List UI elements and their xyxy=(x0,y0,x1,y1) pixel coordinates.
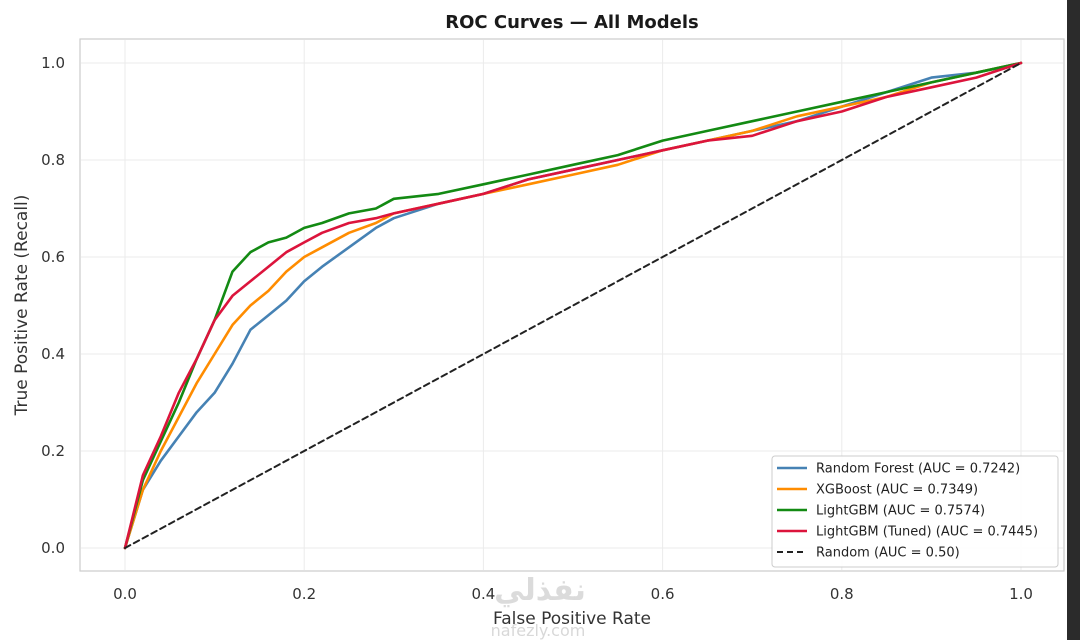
chart-title: ROC Curves — All Models xyxy=(445,12,699,33)
y-tick-labels: 0.0 0.2 0.4 0.6 0.8 1.0 xyxy=(41,54,65,557)
watermark-arabic: نفذلي xyxy=(494,573,586,608)
x-tick-label: 0.4 xyxy=(471,585,495,603)
y-tick-label: 0.4 xyxy=(41,345,65,363)
legend-label-xgboost: XGBoost (AUC = 0.7349) xyxy=(816,483,978,498)
y-tick-label: 1.0 xyxy=(41,54,65,72)
series-lines xyxy=(123,61,1023,550)
series-line-random xyxy=(124,62,1022,549)
x-tick-label: 0.2 xyxy=(292,585,316,603)
legend-label-lightgbm: LightGBM (AUC = 0.7574) xyxy=(816,504,985,519)
series-line-random-forest xyxy=(123,61,1023,550)
legend-label-lightgbm-tuned: LightGBM (Tuned) (AUC = 0.7445) xyxy=(816,525,1038,540)
x-tick-label: 1.0 xyxy=(1009,585,1033,603)
y-tick-label: 0.2 xyxy=(41,442,65,460)
x-tick-labels: 0.0 0.2 0.4 0.6 0.8 1.0 xyxy=(113,585,1033,603)
x-axis-label: False Positive Rate xyxy=(493,609,651,629)
legend-label-random-forest: Random Forest (AUC = 0.7242) xyxy=(816,462,1020,477)
x-tick-label: 0.8 xyxy=(830,585,854,603)
legend-box xyxy=(771,455,1059,568)
x-tick-label: 0.6 xyxy=(651,585,675,603)
y-axis-label: True Positive Rate (Recall) xyxy=(12,195,32,417)
x-tick-label: 0.0 xyxy=(113,585,137,603)
legend-label-random: Random (AUC = 0.50) xyxy=(816,546,960,561)
series-line-lightgbm-tuned xyxy=(123,61,1023,550)
watermark-site: nafezly.com xyxy=(491,621,586,640)
legend: Random Forest (AUC = 0.7242) XGBoost (AUC… xyxy=(771,455,1059,568)
y-tick-label: 0.8 xyxy=(41,151,65,169)
y-tick-label: 0.6 xyxy=(41,248,65,266)
y-tick-label: 0.0 xyxy=(41,539,65,557)
